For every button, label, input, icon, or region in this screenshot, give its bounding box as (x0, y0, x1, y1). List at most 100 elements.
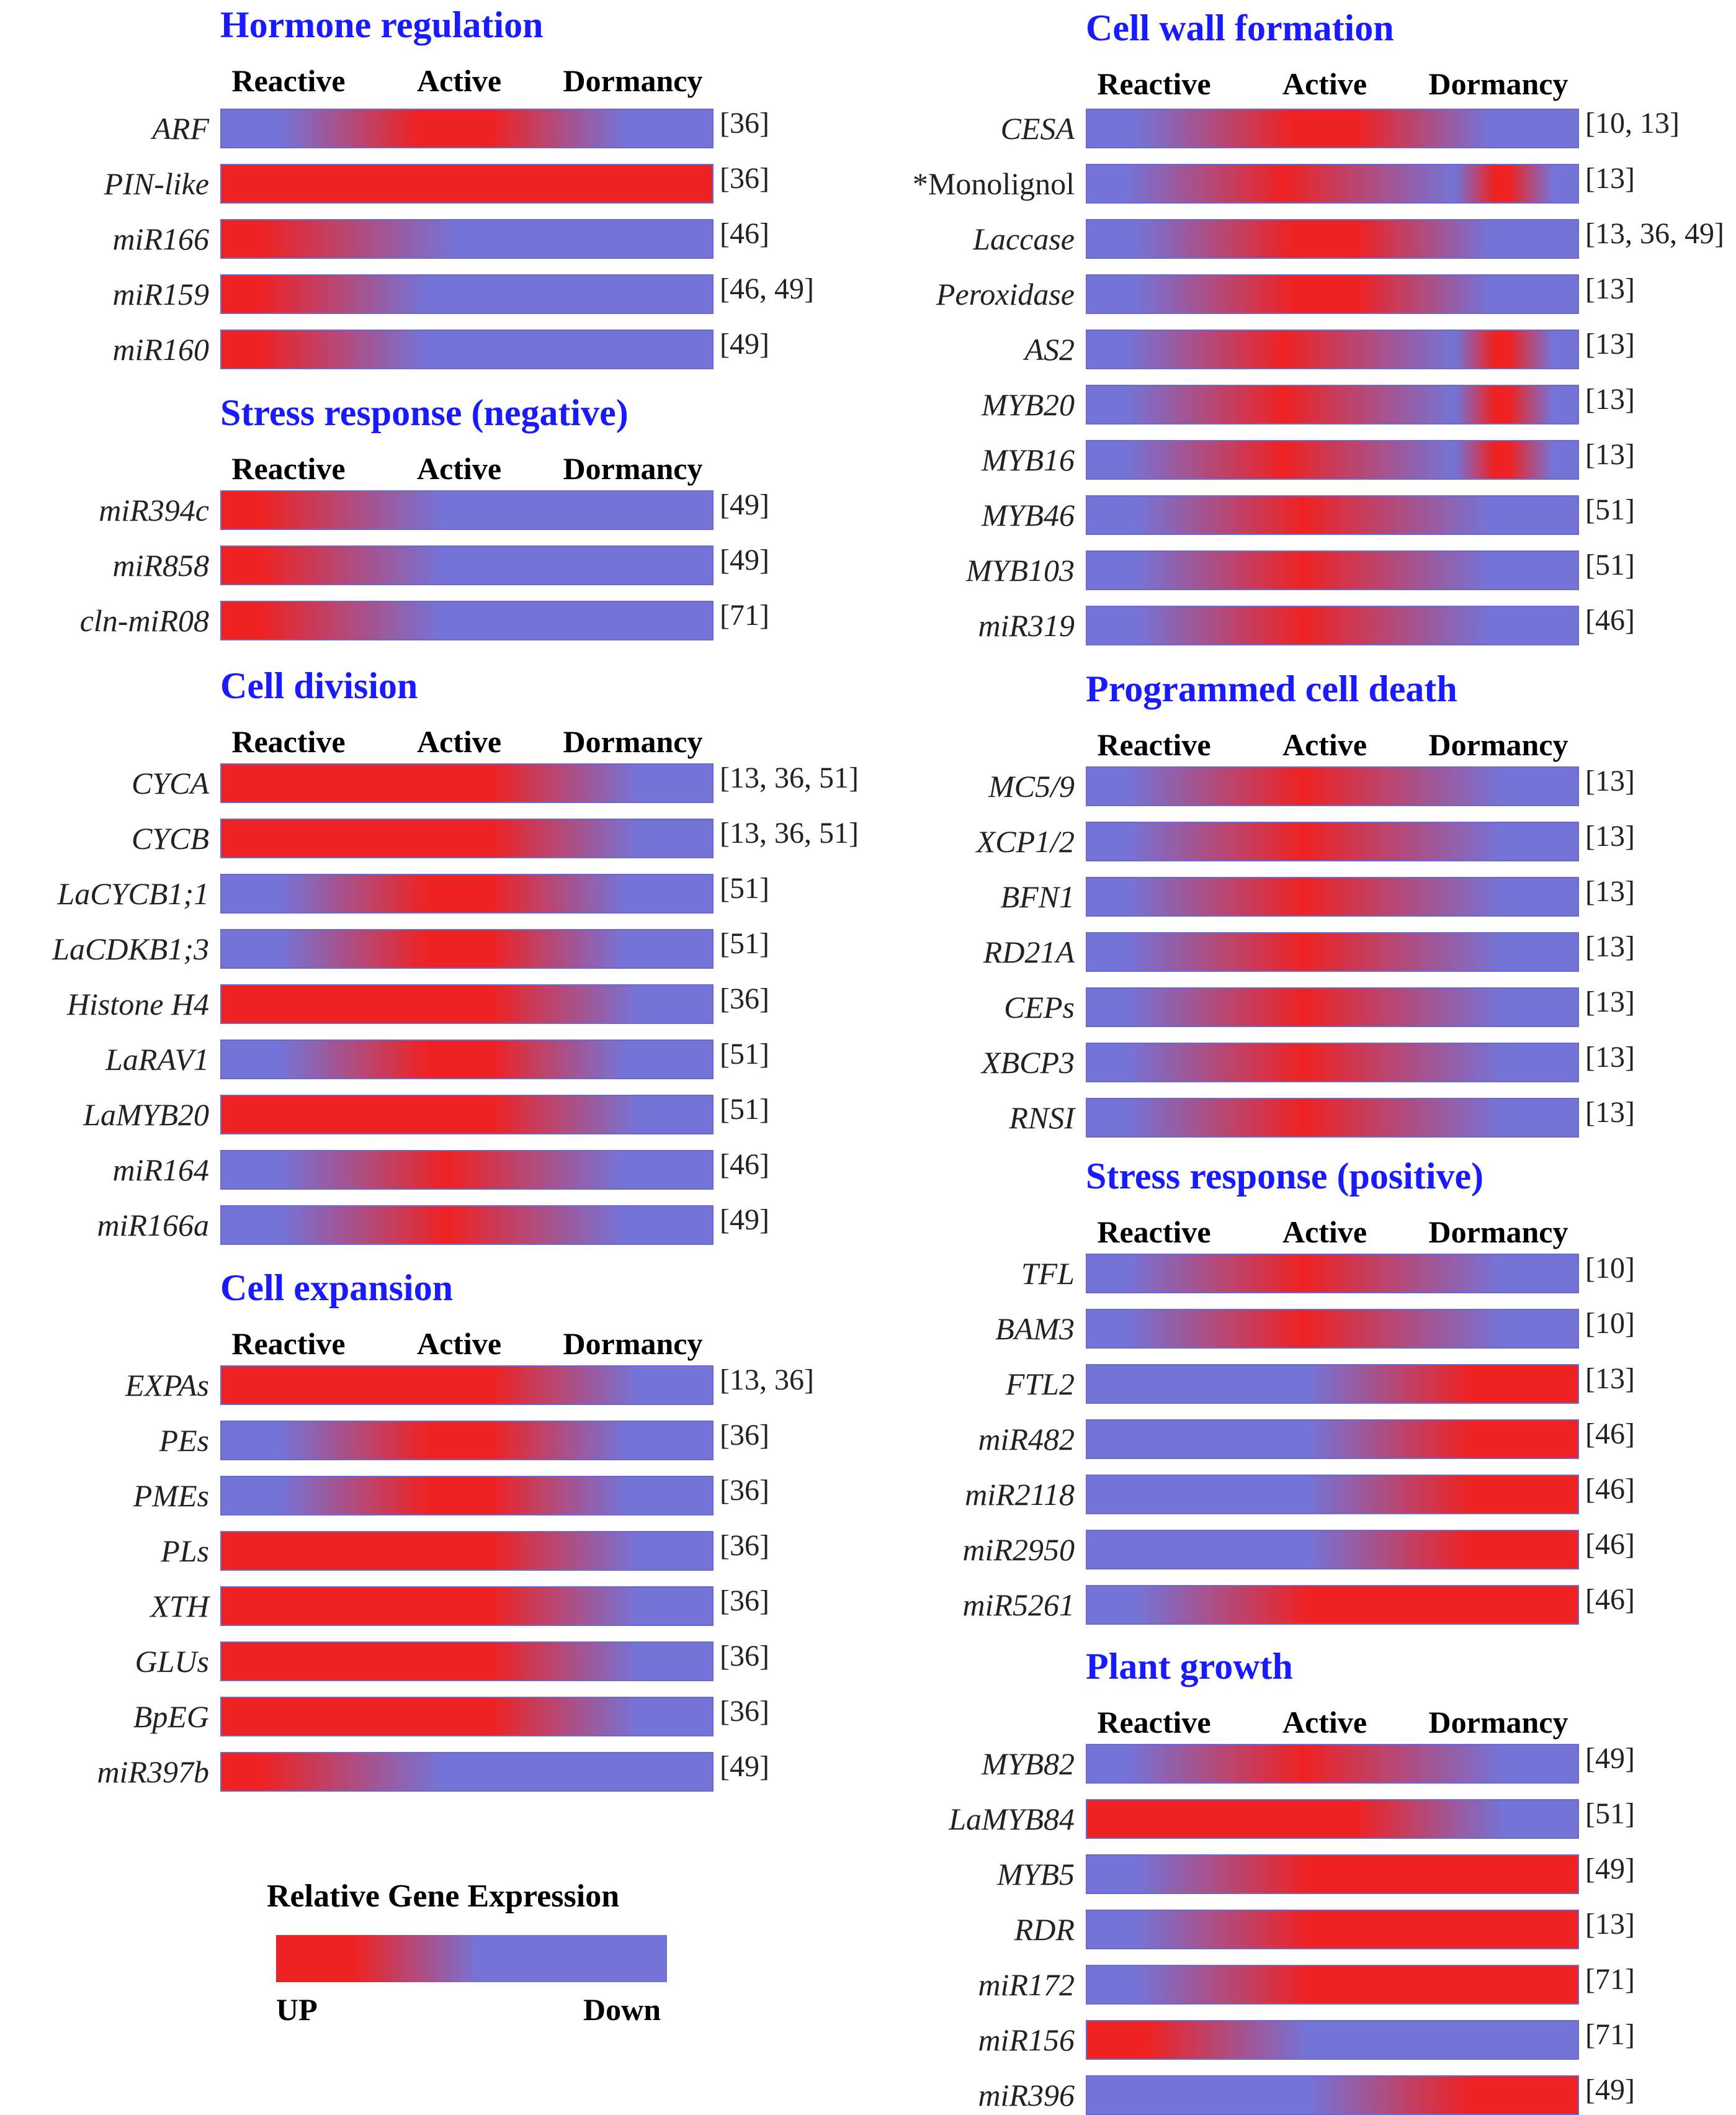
gene-name: MC5/9 (988, 769, 1075, 804)
expression-bar (1086, 2075, 1579, 2115)
phase-label-dormancy: Dormancy (563, 451, 703, 486)
expression-bar (220, 546, 714, 585)
gene-name: miR396 (978, 2078, 1075, 2113)
reference-citation: [13] (1585, 162, 1635, 195)
section-title: Cell division (220, 665, 418, 706)
gene-name: miR394c (99, 493, 209, 528)
gene-name: PLs (161, 1533, 209, 1568)
phase-label-reactive: Reactive (231, 724, 346, 759)
expression-bar (1086, 1965, 1579, 2005)
expression-bar (1086, 219, 1579, 259)
reference-citation: [51] (720, 1093, 769, 1126)
phase-label-active: Active (1282, 1705, 1367, 1740)
reference-citation: [36] (720, 162, 769, 195)
gene-name: LaCYCB1;1 (57, 876, 209, 911)
reference-citation: [51] (1585, 1797, 1635, 1830)
reference-citation: [13] (1585, 1908, 1635, 1941)
reference-citation: [49] (720, 1203, 769, 1236)
expression-bar (220, 1586, 714, 1626)
expression-bar (220, 109, 714, 148)
expression-bar (1086, 1364, 1579, 1404)
reference-citation: [13, 36, 49] (1585, 217, 1724, 250)
reference-citation: [13] (1585, 820, 1635, 853)
expression-bar (220, 164, 714, 204)
reference-citation: [51] (720, 927, 769, 960)
reference-citation: [10] (1585, 1252, 1635, 1285)
phase-label-dormancy: Dormancy (1428, 66, 1568, 101)
reference-citation: [13, 36] (720, 1363, 814, 1396)
reference-citation: [49] (1585, 1852, 1635, 1885)
gene-name: MYB82 (982, 1746, 1075, 1781)
section-title: Programmed cell death (1086, 668, 1457, 709)
expression-bar (1086, 932, 1579, 972)
reference-citation: [49] (720, 328, 769, 361)
phase-label-reactive: Reactive (231, 451, 346, 486)
gene-name: RD21A (983, 935, 1075, 969)
gene-name: AS2 (1024, 332, 1075, 367)
gene-name: MYB46 (982, 498, 1075, 532)
reference-citation: [13, 36, 51] (720, 817, 859, 850)
gene-name: Histone H4 (66, 987, 209, 1022)
gene-name: XBCP3 (982, 1045, 1075, 1080)
reference-citation: [36] (720, 1584, 769, 1617)
section-title: Stress response (negative) (220, 392, 629, 433)
expression-bar (220, 601, 714, 640)
expression-bar (220, 1095, 714, 1134)
expression-bar (220, 490, 714, 530)
expression-bar (220, 1476, 714, 1516)
section-title: Cell expansion (220, 1267, 454, 1308)
gene-name: miR166a (97, 1208, 209, 1242)
reference-citation: [36] (720, 107, 769, 140)
expression-bar (1086, 1098, 1579, 1138)
gene-name: cln-miR08 (79, 603, 209, 638)
gene-name: GLUs (135, 1644, 209, 1679)
gene-name: miR2118 (965, 1477, 1075, 1512)
phase-label-active: Active (1282, 1215, 1367, 1249)
phase-label-active: Active (416, 63, 502, 98)
gene-name: RDR (1014, 1912, 1075, 1947)
reference-citation: [49] (1585, 1742, 1635, 1775)
expression-bar (1086, 440, 1579, 480)
expression-bar (1086, 1854, 1579, 1894)
reference-citation: [49] (720, 1750, 769, 1783)
expression-bar (220, 1752, 714, 1792)
reference-citation: [46] (1585, 1528, 1635, 1561)
expression-bar (1086, 1043, 1579, 1082)
expression-bar (1086, 1744, 1579, 1784)
expression-bar (220, 763, 714, 803)
expression-bar (1086, 2020, 1579, 2060)
expression-bar (220, 274, 714, 314)
phase-label-dormancy: Dormancy (563, 1326, 703, 1361)
reference-citation: [36] (720, 1474, 769, 1507)
expression-bar (220, 1531, 714, 1571)
phase-label-active: Active (416, 451, 502, 486)
gene-name: miR2950 (962, 1532, 1075, 1567)
expression-bar (1086, 1309, 1579, 1349)
reference-citation: [46] (1585, 1473, 1635, 1506)
reference-citation: [13] (1585, 1041, 1635, 1074)
expression-bar (220, 1150, 714, 1190)
phase-label-reactive: Reactive (231, 63, 346, 98)
gene-name: miR172 (978, 1967, 1075, 2002)
phase-label-active: Active (1282, 727, 1367, 762)
section-title: Cell wall formation (1086, 7, 1394, 48)
phase-label-active: Active (416, 1326, 502, 1361)
reference-citation: [36] (720, 982, 769, 1015)
expression-bar (1086, 385, 1579, 424)
reference-citation: [10, 13] (1585, 107, 1680, 140)
gene-name: LaCDKB1;3 (52, 932, 209, 966)
reference-citation: [46] (720, 1148, 769, 1181)
reference-citation: [13] (1585, 875, 1635, 908)
expression-bar (220, 1040, 714, 1079)
reference-citation: [46, 49] (720, 272, 814, 305)
expression-bar (1086, 109, 1579, 148)
expression-bar (1086, 164, 1579, 204)
gene-name: MYB5 (997, 1857, 1075, 1892)
reference-citation: [51] (1585, 493, 1635, 526)
gene-name: miR397b (97, 1754, 209, 1789)
expression-bar (220, 1205, 714, 1245)
expression-bar (1086, 1475, 1579, 1514)
legend: Relative Gene Expression UP Down (267, 1880, 676, 2029)
expression-bar (1086, 606, 1579, 645)
phase-label-dormancy: Dormancy (1428, 727, 1568, 762)
